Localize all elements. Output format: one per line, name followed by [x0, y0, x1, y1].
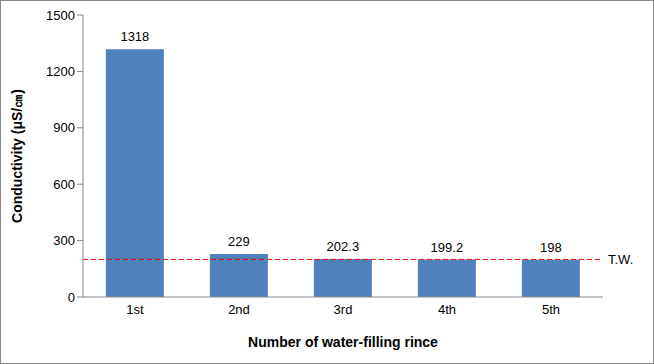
- svg-text:Conductivity (μS/㎝): Conductivity (μS/㎝): [9, 89, 25, 223]
- svg-text:202.3: 202.3: [327, 239, 360, 254]
- svg-text:Number of water-filling rince: Number of water-filling rince: [248, 334, 438, 350]
- svg-text:229: 229: [228, 234, 250, 249]
- svg-text:1200: 1200: [46, 64, 75, 79]
- svg-text:T.W.: T.W.: [608, 252, 633, 267]
- svg-text:5th: 5th: [542, 302, 560, 317]
- svg-text:900: 900: [53, 120, 75, 135]
- svg-text:1318: 1318: [120, 29, 149, 44]
- svg-text:4th: 4th: [438, 302, 456, 317]
- svg-text:1500: 1500: [46, 8, 75, 23]
- svg-text:198: 198: [540, 240, 562, 255]
- svg-text:600: 600: [53, 177, 75, 192]
- svg-text:300: 300: [53, 233, 75, 248]
- svg-text:199.2: 199.2: [431, 240, 464, 255]
- svg-text:1st: 1st: [126, 302, 144, 317]
- svg-text:0: 0: [68, 290, 75, 305]
- svg-text:3rd: 3rd: [334, 302, 353, 317]
- svg-text:2nd: 2nd: [228, 302, 250, 317]
